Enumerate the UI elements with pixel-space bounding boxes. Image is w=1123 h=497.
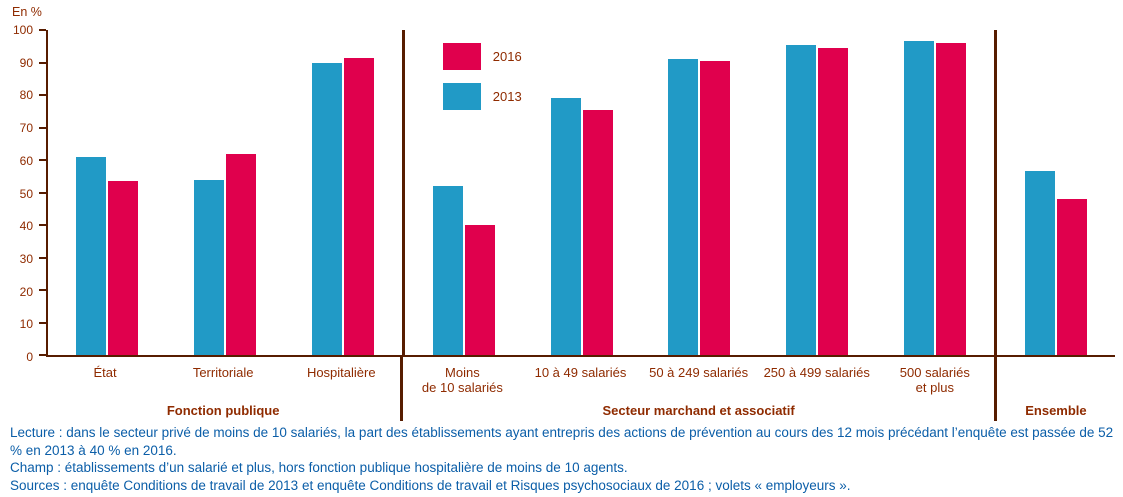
y-tick-mark <box>39 94 46 96</box>
category-cell <box>876 30 994 355</box>
group-label-cell: Fonction publique <box>46 399 400 421</box>
category-label: 500 salariés et plus <box>899 365 970 395</box>
y-tick-mark <box>39 354 46 356</box>
y-tick-label: 80 <box>19 88 33 103</box>
bar-2013 <box>432 186 463 355</box>
group-label-cell: Secteur marchand et associatif <box>400 399 994 421</box>
bar-2016 <box>700 60 731 355</box>
category-labels-row: État Territoriale Hospitalière Moins de 10 … <box>46 357 1115 399</box>
bar-2016 <box>343 57 374 355</box>
bar-2016 <box>1057 199 1088 355</box>
group-label: Fonction publique <box>166 402 280 418</box>
category-label-group: État Territoriale Hospitalière <box>46 357 400 399</box>
bar-2016 <box>225 153 256 355</box>
y-tick-mark <box>39 126 46 129</box>
category-cell <box>640 30 758 355</box>
group-label: Secteur marchand et associatif <box>602 402 795 418</box>
y-tick-mark <box>39 256 46 259</box>
legend: 2016 2013 <box>442 43 522 110</box>
y-tick-label: 0 <box>26 350 33 364</box>
y-axis-unit-label: En % <box>12 5 42 19</box>
bar-pair <box>786 30 849 355</box>
y-tick-mark <box>39 29 46 31</box>
bar-pair <box>193 30 256 355</box>
legend-swatch-2013 <box>442 83 481 110</box>
bar-2013 <box>550 98 581 355</box>
y-tick-label: 60 <box>19 153 33 168</box>
bar-pair <box>432 30 495 355</box>
bar-2016 <box>582 109 613 355</box>
y-tick-label: 30 <box>19 251 33 266</box>
bar-2013 <box>75 156 106 355</box>
legend-label: 2013 <box>492 89 522 104</box>
plot-group <box>48 30 402 355</box>
chart-main: 2016 2013 État Territoriale Hospitalière Moi… <box>39 29 1115 421</box>
footnotes: Lecture : dans le secteur privé de moins… <box>10 424 1115 494</box>
y-tick-mark <box>39 191 46 194</box>
bar-pair <box>668 30 731 355</box>
plot-group <box>994 30 1115 355</box>
category-label: 50 à 249 salariés <box>649 365 749 380</box>
bar-2013 <box>904 41 935 355</box>
y-tick-mark <box>39 321 46 324</box>
group-labels-row: Fonction publique Secteur marchand et ass… <box>46 399 1115 421</box>
plot-area: 2016 2013 <box>39 29 1115 357</box>
category-cell <box>405 30 523 355</box>
category-cell <box>166 30 284 355</box>
legend-label: 2016 <box>492 49 522 64</box>
bar-2016 <box>936 43 967 355</box>
bar-pair <box>904 30 967 355</box>
bar-2013 <box>1025 171 1056 355</box>
bar-2013 <box>193 179 224 355</box>
note-lecture: Lecture : dans le secteur privé de moins… <box>10 425 1114 458</box>
bar-2013 <box>311 62 342 355</box>
category-cell <box>758 30 876 355</box>
category-label: Moins de 10 salariés <box>421 365 503 395</box>
bar-2016 <box>464 225 495 355</box>
bar-pair <box>311 30 374 355</box>
category-label: Hospitalière <box>306 365 376 380</box>
bar-pair <box>1025 30 1088 355</box>
bar-2013 <box>786 44 817 355</box>
bar-chart: 0 10 20 30 40 50 60 70 80 90 100 2016 2013 État Terr… <box>10 24 1115 421</box>
y-tick-label: 50 <box>19 186 33 201</box>
bar-pair <box>75 30 138 355</box>
category-cell <box>997 30 1115 355</box>
category-label-group: Moins de 10 salariés 10 à 49 salariés 50 à… <box>400 357 994 399</box>
note-champ: Champ : établissements d’un salarié et p… <box>10 460 628 475</box>
y-tick-label: 90 <box>19 55 33 70</box>
y-tick-mark <box>39 224 46 226</box>
plot-group <box>401 30 994 355</box>
bar-2016 <box>107 181 138 355</box>
category-label: Territoriale <box>192 365 254 380</box>
y-axis: 0 10 20 30 40 50 60 70 80 90 100 <box>10 24 46 363</box>
category-cell <box>48 30 166 355</box>
legend-swatch-2016 <box>442 43 481 70</box>
category-cell <box>284 30 402 355</box>
y-tick-label: 100 <box>12 23 33 37</box>
bar-pair <box>550 30 613 355</box>
y-tick-label: 10 <box>19 317 33 332</box>
y-tick-mark <box>39 289 46 291</box>
y-tick-mark <box>39 61 46 64</box>
group-label-cell: Ensemble <box>993 399 1115 421</box>
y-tick-label: 20 <box>19 284 33 299</box>
category-label <box>997 357 1115 399</box>
note-sources: Sources : enquête Conditions de travail … <box>10 477 851 493</box>
y-tick-label: 40 <box>19 219 33 234</box>
group-label: Ensemble <box>1025 402 1087 418</box>
bar-2016 <box>818 47 849 355</box>
y-tick-mark <box>39 159 46 161</box>
category-cell <box>523 30 641 355</box>
category-label: État <box>93 365 117 380</box>
category-label: 10 à 49 salariés <box>534 365 627 380</box>
category-label-group <box>993 357 1115 399</box>
category-label: 250 à 499 salariés <box>763 365 870 380</box>
plot-groups <box>48 30 1115 355</box>
legend-item-2016: 2016 <box>442 43 522 70</box>
y-tick-label: 70 <box>19 121 33 136</box>
bar-2013 <box>668 59 699 355</box>
legend-item-2013: 2013 <box>442 83 522 110</box>
